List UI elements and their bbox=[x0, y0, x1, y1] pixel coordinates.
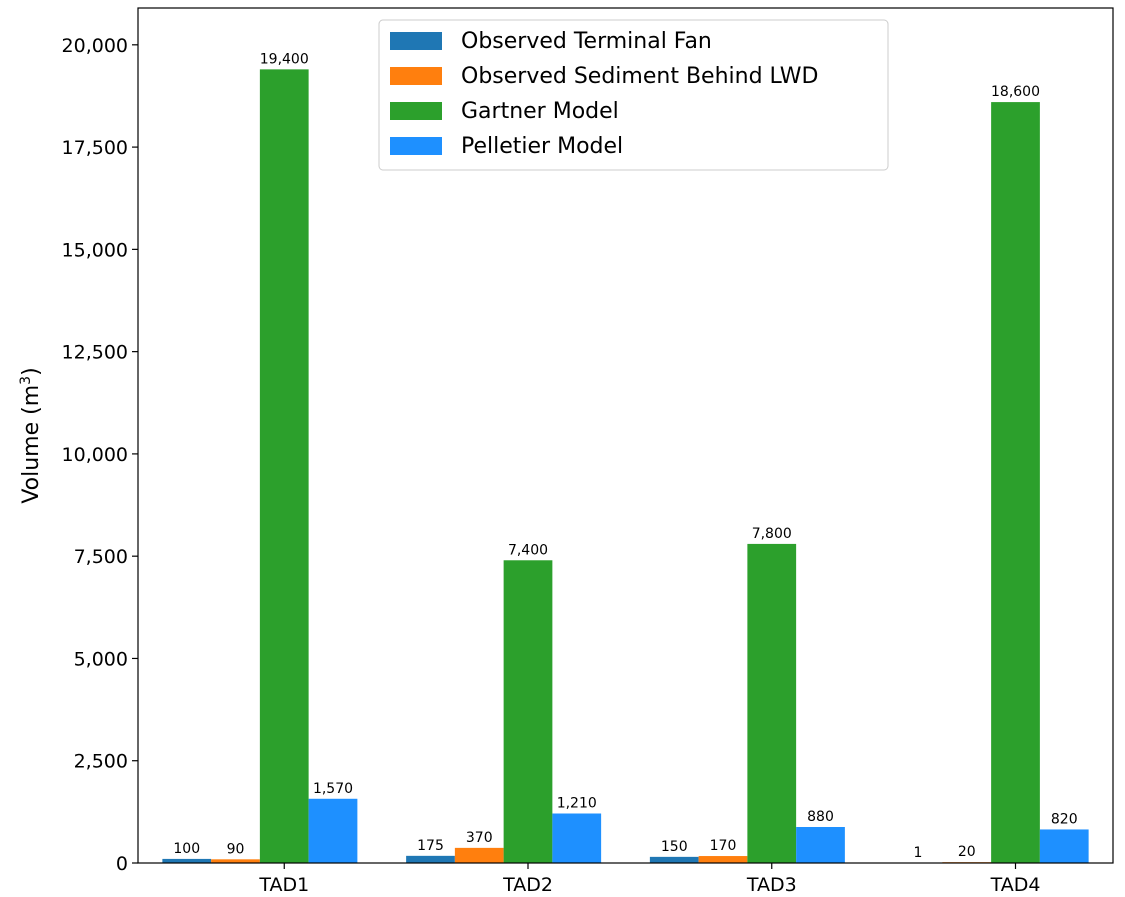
bar bbox=[991, 102, 1040, 863]
bar bbox=[698, 856, 748, 863]
bar-value-label: 1,570 bbox=[313, 781, 353, 797]
bar-value-label: 90 bbox=[227, 841, 245, 857]
bar bbox=[552, 813, 602, 863]
legend-box bbox=[378, 19, 889, 171]
y-axis-label-superscript: 3 bbox=[18, 376, 34, 385]
y-tick-label: 5,000 bbox=[74, 648, 128, 670]
bar bbox=[1039, 829, 1089, 863]
y-tick-label: 12,500 bbox=[62, 342, 128, 364]
y-tick-label: 17,500 bbox=[62, 137, 128, 159]
bar bbox=[211, 859, 260, 863]
x-tick-label: TAD2 bbox=[502, 874, 553, 896]
x-tick-label: TAD3 bbox=[746, 874, 797, 896]
bar bbox=[454, 847, 504, 863]
y-tick-label: 10,000 bbox=[62, 444, 128, 466]
y-tick-label: 7,500 bbox=[74, 546, 128, 568]
bar-value-label: 170 bbox=[710, 838, 737, 854]
legend-swatch bbox=[390, 102, 442, 120]
bar-value-label: 370 bbox=[466, 830, 493, 846]
bar bbox=[406, 855, 455, 863]
bar-value-label: 18,600 bbox=[991, 84, 1040, 100]
legend-swatch bbox=[390, 32, 442, 50]
legend: Observed Terminal Fan Observed Sediment B… bbox=[378, 19, 889, 171]
legend-swatch bbox=[390, 67, 442, 85]
y-axis-label: Volume (m3) bbox=[18, 367, 44, 503]
bar-value-label: 880 bbox=[807, 809, 834, 825]
bar bbox=[308, 798, 358, 863]
bar-value-label: 1,210 bbox=[557, 796, 597, 812]
bar-value-label: 19,400 bbox=[260, 51, 309, 67]
bars-group bbox=[162, 69, 1089, 863]
legend-label: Observed Terminal Fan bbox=[461, 29, 712, 54]
y-tick-label: 15,000 bbox=[62, 239, 128, 261]
x-tick-label: TAD4 bbox=[990, 874, 1041, 896]
y-tick-label: 2,500 bbox=[74, 751, 128, 773]
x-tick-label: TAD1 bbox=[258, 874, 309, 896]
x-axis: TAD1 TAD2 TAD3 TAD4 bbox=[258, 863, 1040, 896]
bar-value-label: 1 bbox=[914, 845, 923, 861]
bar-labels-group: 100 90 19,400 1,570 175 370 7,400 1,210 150 170 7,… bbox=[173, 51, 1077, 861]
bar-value-label: 820 bbox=[1051, 811, 1078, 827]
bar bbox=[259, 69, 309, 863]
legend-swatch bbox=[390, 137, 442, 155]
bar bbox=[503, 560, 553, 863]
bar bbox=[649, 856, 699, 863]
bar bbox=[162, 858, 212, 863]
bar-value-label: 150 bbox=[661, 839, 688, 855]
y-axis-label-close: ) bbox=[19, 367, 44, 376]
bar bbox=[747, 543, 797, 863]
bar bbox=[796, 827, 845, 863]
y-axis: 0 2,500 5,000 7,500 10,000 12,500 15,000 17,500… bbox=[62, 35, 138, 875]
legend-label: Pelletier Model bbox=[461, 134, 623, 159]
y-tick-label: 0 bbox=[116, 853, 128, 875]
bar-value-label: 175 bbox=[417, 838, 444, 854]
y-axis-label-text: Volume (m bbox=[19, 385, 44, 504]
y-tick-label: 20,000 bbox=[62, 35, 128, 57]
bar-value-label: 7,400 bbox=[508, 542, 548, 558]
plot-frame bbox=[137, 7, 1114, 864]
legend-label: Gartner Model bbox=[461, 99, 619, 124]
legend-label: Observed Sediment Behind LWD bbox=[461, 64, 818, 89]
bar-value-label: 7,800 bbox=[752, 526, 792, 542]
bar-value-label: 100 bbox=[173, 841, 200, 857]
bar-value-label: 20 bbox=[958, 844, 976, 860]
